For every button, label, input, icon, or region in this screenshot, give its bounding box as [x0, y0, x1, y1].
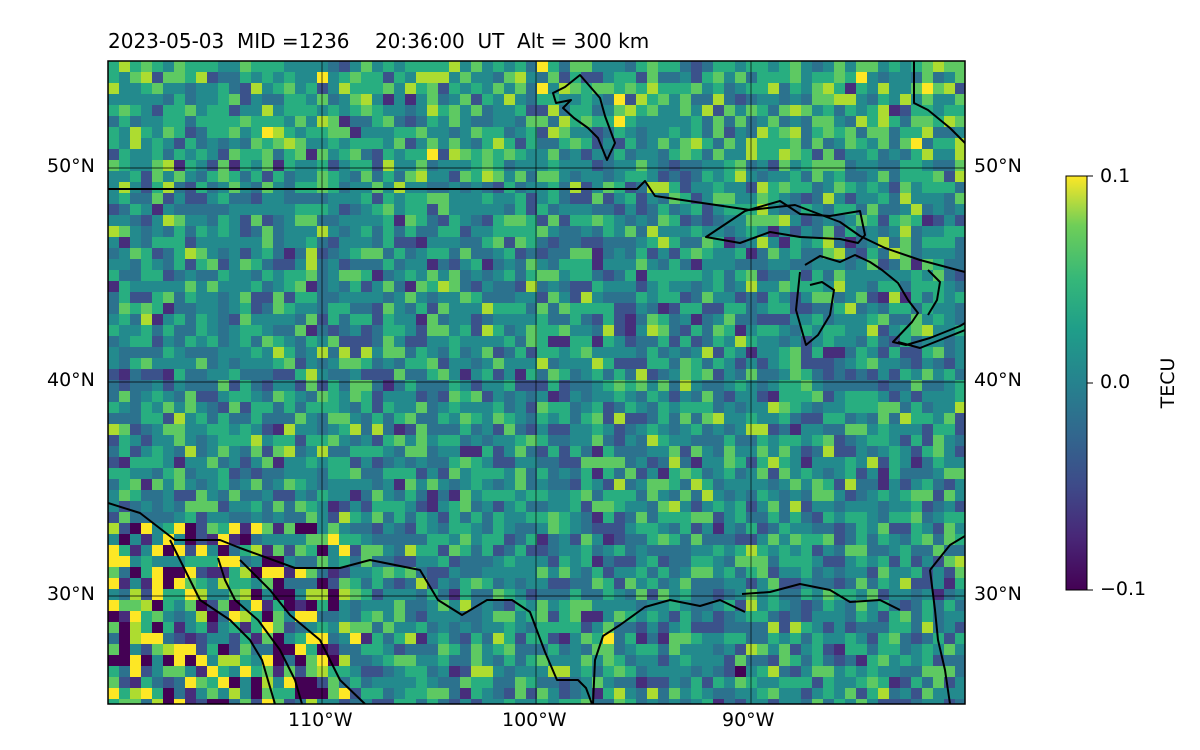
lat-label-left-40: 40°N — [47, 369, 95, 391]
lon-label-100w: 100°W — [502, 709, 567, 731]
colorbar-tick-zero: 0.0 — [1100, 371, 1131, 393]
colorbar-tick-min: −0.1 — [1100, 578, 1147, 600]
lat-label-right-50: 50°N — [974, 155, 1022, 177]
lat-label-left-50: 50°N — [47, 155, 95, 177]
map-frame — [107, 60, 966, 705]
tec-heatmap — [108, 61, 965, 704]
lon-label-110w: 110°W — [288, 709, 353, 731]
lon-label-90w: 90°W — [722, 709, 775, 731]
coastlines — [108, 61, 965, 704]
map-title: 2023-05-03 MID =1236 20:36:00 UT Alt = 3… — [108, 29, 650, 53]
lat-label-right-40: 40°N — [974, 369, 1022, 391]
lat-label-left-30: 30°N — [47, 583, 95, 605]
graticule — [108, 61, 965, 704]
colorbar-label: TECU — [1157, 357, 1179, 409]
lat-label-right-30: 30°N — [974, 583, 1022, 605]
colorbar — [1065, 175, 1093, 591]
colorbar-tick-max: 0.1 — [1100, 165, 1131, 187]
